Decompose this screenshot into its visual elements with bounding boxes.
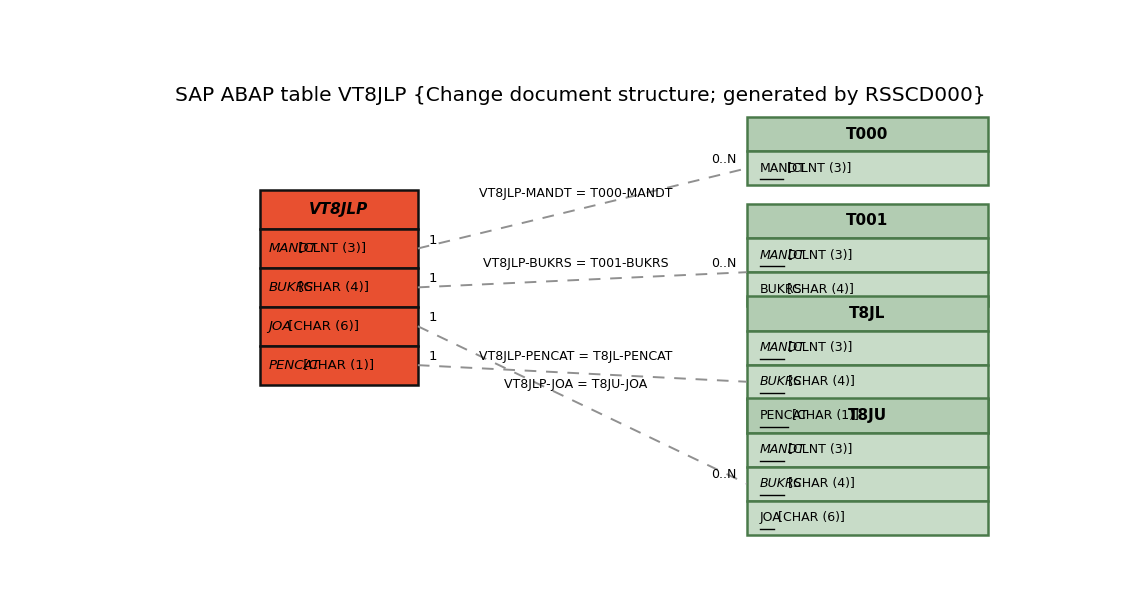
Text: JOA: JOA [760,511,782,524]
Text: SAP ABAP table VT8JLP {Change document structure; generated by RSSCD000}: SAP ABAP table VT8JLP {Change document s… [174,86,986,105]
Text: T001: T001 [847,214,889,229]
FancyBboxPatch shape [747,399,988,433]
Text: MANDT: MANDT [268,242,317,255]
FancyBboxPatch shape [747,331,988,365]
Text: 1: 1 [428,351,437,363]
Text: VT8JLP: VT8JLP [309,202,369,217]
Text: BUKRS: BUKRS [268,281,314,294]
Text: BUKRS: BUKRS [760,375,803,388]
Text: T000: T000 [847,127,889,142]
Text: [CLNT (3)]: [CLNT (3)] [783,162,851,175]
Text: MANDT: MANDT [760,341,806,354]
Text: VT8JLP-MANDT = T000-MANDT: VT8JLP-MANDT = T000-MANDT [479,187,672,200]
FancyBboxPatch shape [747,467,988,501]
Text: [CHAR (1)]: [CHAR (1)] [299,359,374,371]
FancyBboxPatch shape [260,190,418,229]
Text: VT8JLP-JOA = T8JU-JOA: VT8JLP-JOA = T8JU-JOA [504,378,648,391]
Text: MANDT: MANDT [760,443,806,456]
Text: BUKRS: BUKRS [760,477,803,490]
Text: PENCAT: PENCAT [268,359,320,371]
FancyBboxPatch shape [747,365,988,399]
Text: JOA: JOA [268,320,292,333]
Text: PENCAT: PENCAT [760,410,809,423]
FancyBboxPatch shape [747,296,988,331]
Text: [CHAR (4)]: [CHAR (4)] [783,283,854,296]
Text: T8JU: T8JU [848,408,887,423]
FancyBboxPatch shape [747,238,988,272]
FancyBboxPatch shape [747,204,988,238]
Text: [CHAR (4)]: [CHAR (4)] [783,375,855,388]
Text: [CLNT (3)]: [CLNT (3)] [783,341,852,354]
Text: [CLNT (3)]: [CLNT (3)] [293,242,366,255]
FancyBboxPatch shape [260,268,418,307]
FancyBboxPatch shape [260,229,418,268]
Text: VT8JLP-BUKRS = T001-BUKRS: VT8JLP-BUKRS = T001-BUKRS [483,257,669,270]
Text: 0..N: 0..N [711,468,736,481]
Text: [CLNT (3)]: [CLNT (3)] [783,443,852,456]
Text: 1: 1 [428,233,437,246]
Text: [CLNT (3)]: [CLNT (3)] [783,249,852,262]
Text: [CHAR (6)]: [CHAR (6)] [284,320,359,333]
FancyBboxPatch shape [260,346,418,384]
Text: BUKRS: BUKRS [760,283,803,296]
FancyBboxPatch shape [747,117,988,152]
FancyBboxPatch shape [747,432,988,467]
Text: MANDT: MANDT [760,162,806,175]
Text: 1: 1 [428,311,437,325]
FancyBboxPatch shape [747,399,988,432]
Text: VT8JLP-PENCAT = T8JL-PENCAT: VT8JLP-PENCAT = T8JL-PENCAT [479,350,672,363]
Text: 0..N: 0..N [711,153,736,166]
Text: MANDT: MANDT [760,249,806,262]
Text: T8JL: T8JL [849,306,885,321]
Text: [CHAR (1)]: [CHAR (1)] [788,410,858,423]
FancyBboxPatch shape [747,501,988,535]
FancyBboxPatch shape [260,307,418,346]
Text: [CHAR (6)]: [CHAR (6)] [774,511,844,524]
Text: [CHAR (4)]: [CHAR (4)] [783,477,855,490]
Text: 0..N: 0..N [711,257,736,270]
Text: 1: 1 [428,272,437,285]
Text: [CHAR (4)]: [CHAR (4)] [293,281,369,294]
FancyBboxPatch shape [747,272,988,306]
FancyBboxPatch shape [747,152,988,185]
